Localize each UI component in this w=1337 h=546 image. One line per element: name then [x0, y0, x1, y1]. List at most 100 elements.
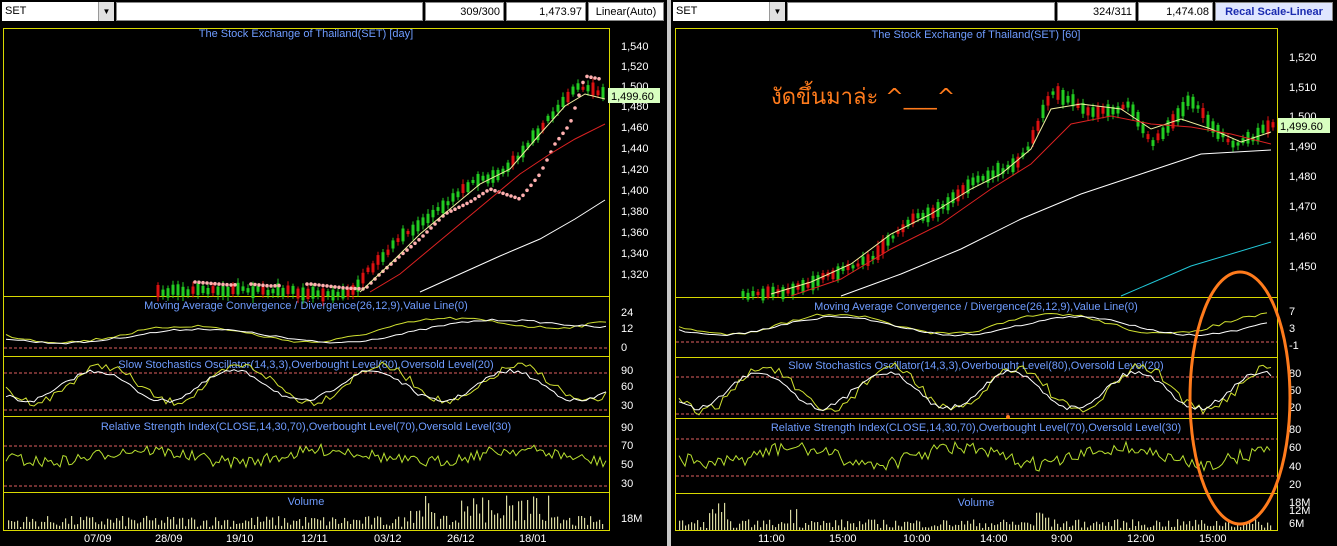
- volume-bar: [1216, 521, 1218, 530]
- chart-canvas-right[interactable]: The Stock Exchange of Thailand(SET) [60]…: [671, 24, 1337, 546]
- sar-dot: [465, 201, 469, 206]
- volume-bar: [973, 519, 975, 530]
- candle: [196, 283, 200, 295]
- volume-bar: [919, 521, 921, 530]
- volume-bar: [359, 520, 361, 529]
- volume-bar: [1180, 525, 1182, 530]
- volume-bar: [778, 523, 780, 530]
- sar-dot: [333, 285, 337, 289]
- volume-bar: [1078, 519, 1080, 530]
- volume-bar: [775, 527, 777, 530]
- candle: [571, 86, 575, 95]
- candle: [516, 155, 520, 160]
- ma-slow-line: [419, 199, 606, 293]
- volume-bar: [65, 518, 67, 529]
- chevron-down-icon[interactable]: ▼: [769, 2, 785, 21]
- volume-bar: [970, 523, 972, 530]
- sar-dot: [489, 187, 493, 192]
- volume-bar: [1213, 525, 1215, 530]
- candle: [771, 286, 775, 297]
- sar-dot: [261, 283, 265, 288]
- level-lines-right: [676, 341, 1277, 477]
- volume-bar: [1174, 526, 1176, 530]
- candle: [381, 252, 385, 262]
- volume-bar: [1243, 524, 1245, 530]
- price-tick: 1,420: [621, 164, 649, 176]
- volume-bar: [266, 516, 268, 529]
- sar-dot: [373, 277, 377, 281]
- volume-bar: [1261, 524, 1263, 530]
- symbol-select-right[interactable]: SET ▼: [673, 2, 785, 21]
- candle: [211, 286, 215, 294]
- volume-bar: [1183, 521, 1185, 530]
- volume-bar: [104, 524, 106, 529]
- rsi-axis-right: 80 60 40 20: [1289, 424, 1301, 491]
- sar-dot: [529, 183, 533, 188]
- price-axis-left: 1,540 1,520 1,500 1,480 1,460 1,440 1,42…: [621, 41, 649, 281]
- candle: [1196, 105, 1200, 109]
- sar-dot: [461, 203, 465, 208]
- volume-bar: [299, 519, 301, 529]
- candle: [156, 285, 160, 298]
- chevron-down-icon[interactable]: ▼: [98, 2, 114, 21]
- candlestick-series: [156, 78, 605, 306]
- volume-bar: [422, 516, 424, 529]
- volume-bar: [413, 522, 415, 529]
- rsi-axis-left: 90 70 50 30: [621, 422, 633, 490]
- info-box-blank-left: [116, 2, 423, 21]
- sar-dot: [457, 205, 461, 210]
- volume-bar: [242, 522, 244, 529]
- price-chart-title: The Stock Exchange of Thailand(SET) [60]: [872, 29, 1081, 41]
- volume-bar: [997, 524, 999, 530]
- volume-bar: [868, 519, 870, 530]
- volume-bar: [362, 523, 364, 529]
- price-tag-text: 1,499.60: [1280, 121, 1323, 133]
- volume-bar: [167, 516, 169, 529]
- volume-bar: [1147, 527, 1149, 530]
- volume-bar: [907, 521, 909, 530]
- volume-bar: [497, 513, 499, 529]
- volume-bar: [1009, 524, 1011, 530]
- sar-dot: [305, 282, 309, 286]
- stoch-tick: 30: [621, 400, 633, 412]
- candle: [491, 170, 495, 183]
- sar-dot: [229, 283, 233, 287]
- candle: [581, 86, 585, 90]
- chart-canvas-left[interactable]: The Stock Exchange of Thailand(SET) [day…: [0, 24, 667, 546]
- candle: [511, 155, 515, 166]
- sar-dot: [249, 282, 253, 286]
- sar-dot: [381, 269, 385, 274]
- sar-dot: [533, 178, 537, 183]
- ma-fast-line: [359, 93, 606, 293]
- volume-bar: [1021, 522, 1023, 530]
- volume-bar: [317, 519, 319, 529]
- volume-bar: [817, 522, 819, 530]
- volume-bar: [521, 500, 523, 529]
- volume-bar: [284, 518, 286, 529]
- volume-bar: [955, 524, 957, 530]
- volume-bar: [871, 519, 873, 530]
- volume-bar: [835, 520, 837, 530]
- sar-dot: [217, 282, 221, 286]
- volume-title: Volume: [958, 497, 995, 509]
- scale-mode-button-right[interactable]: Recal Scale-Linear: [1215, 2, 1333, 21]
- volume-bar: [278, 516, 280, 529]
- volume-bar: [967, 520, 969, 530]
- window-splitter[interactable]: [667, 0, 671, 546]
- symbol-select-left[interactable]: SET ▼: [2, 2, 114, 21]
- volume-bar: [206, 520, 208, 529]
- volume-bar: [850, 523, 852, 530]
- scale-mode-button-left[interactable]: Linear(Auto): [588, 2, 664, 21]
- price-tick: 1,460: [1289, 231, 1317, 243]
- volume-bar: [883, 519, 885, 530]
- ma-long-line: [1120, 241, 1272, 297]
- candle: [746, 292, 750, 300]
- volume-bar: [1219, 525, 1221, 530]
- sar-dot: [313, 282, 317, 287]
- volume-bar: [398, 516, 400, 529]
- volume-bar: [1171, 527, 1173, 530]
- volume-bar: [92, 517, 94, 529]
- candle: [391, 240, 395, 249]
- candle: [921, 212, 925, 221]
- volume-tick: 18M: [621, 513, 642, 525]
